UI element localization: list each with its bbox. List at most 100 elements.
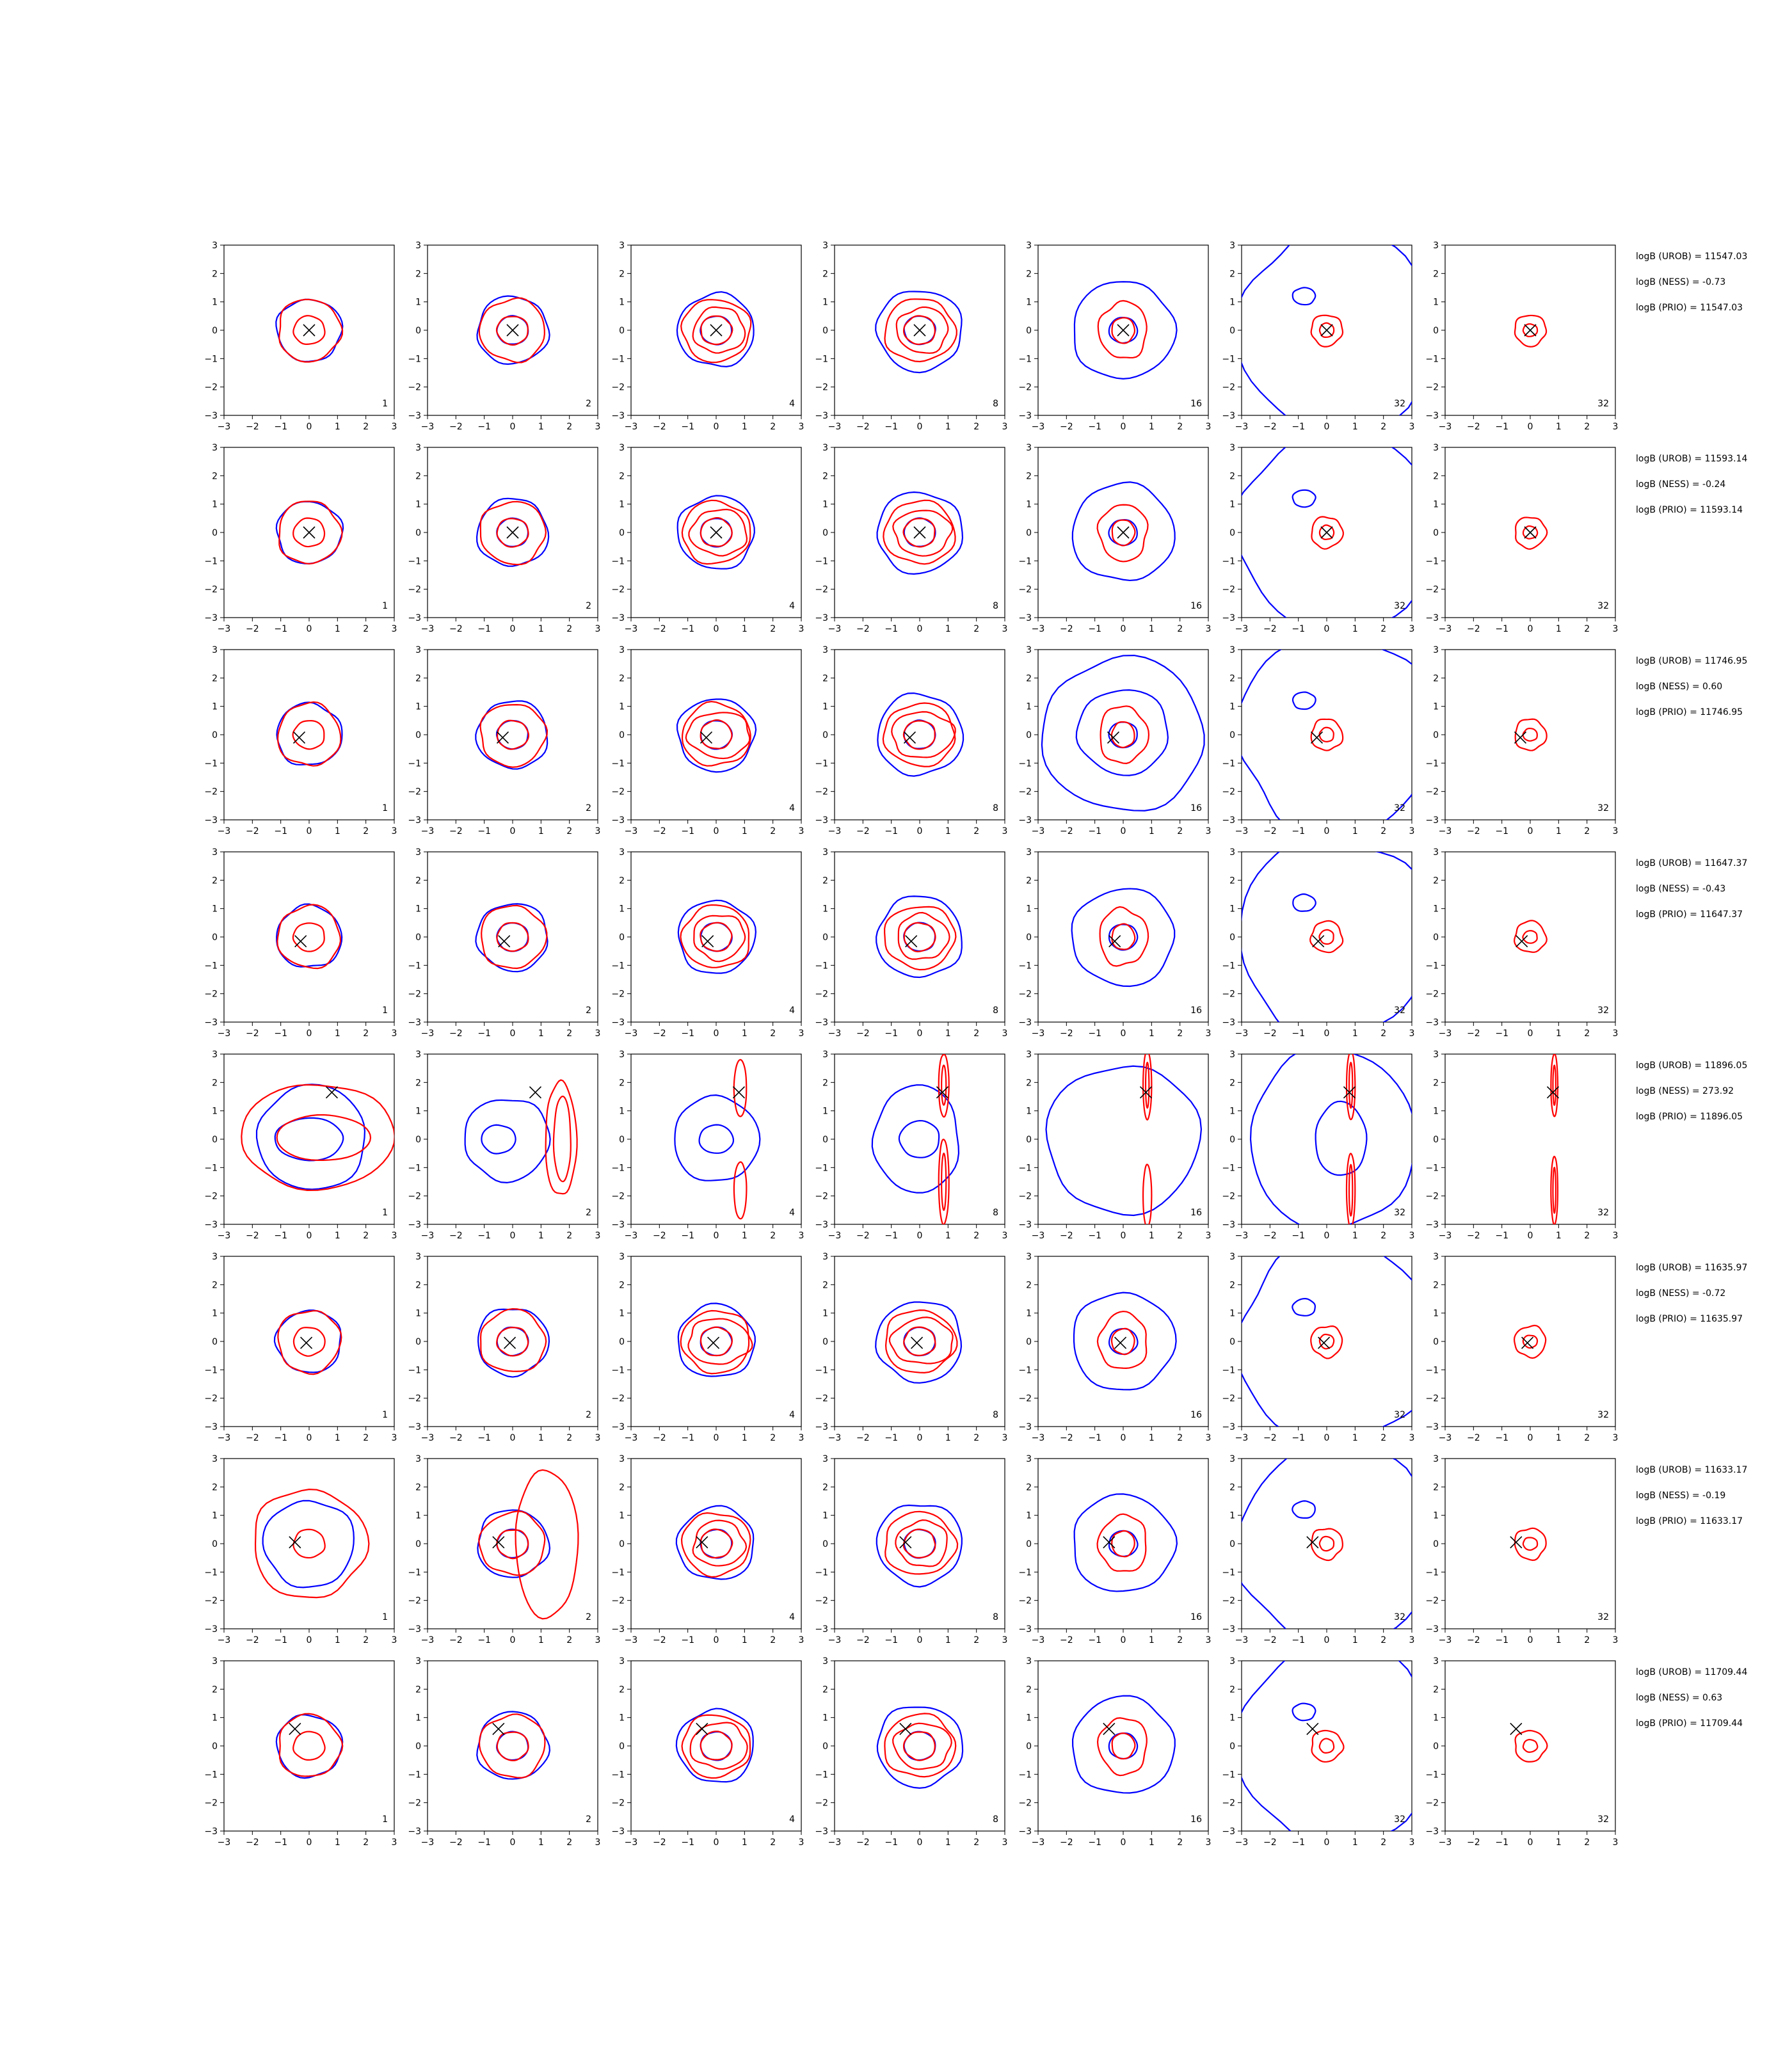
panel-r7-c3: −3 −2 −1 0 1 2 3 −3 −2 −1 0 1 2 3 4 — [611, 1454, 804, 1645]
x-marker — [506, 324, 519, 337]
panel-number-label: 8 — [993, 601, 998, 611]
red-contour — [1550, 1054, 1559, 1117]
x-tick-label: −2 — [1467, 422, 1480, 432]
row-3-logb-prio: logB (PRIO) = 11746.95 — [1636, 707, 1743, 717]
blue-contour — [1073, 281, 1178, 380]
y-tick-label: −2 — [408, 1192, 421, 1202]
x-tick-label: 1 — [335, 1837, 340, 1848]
y-tick-label: 0 — [212, 932, 218, 943]
y-tick-label: 3 — [619, 1656, 625, 1667]
red-contour — [478, 1713, 546, 1779]
y-tick-label: 3 — [1229, 1656, 1235, 1667]
y-tick-label: −3 — [815, 1018, 828, 1028]
panel-r7-c7: −3 −2 −1 0 1 2 3 −3 −2 −1 0 1 2 3 32 — [1425, 1454, 1618, 1645]
red-contour — [902, 720, 936, 750]
panel-number-label: 2 — [586, 803, 591, 813]
x-tick-label: 0 — [917, 1231, 923, 1241]
row-8-logb-urob: logB (UROB) = 11709.44 — [1636, 1667, 1747, 1677]
y-tick-label: 1 — [619, 1713, 625, 1724]
y-tick-label: 2 — [822, 269, 828, 279]
x-tick-label: 2 — [1380, 1231, 1386, 1241]
x-tick-label: 0 — [1121, 1231, 1126, 1241]
x-tick-label: −1 — [1088, 1635, 1101, 1645]
panel-frame — [1241, 1256, 1412, 1427]
red-contour — [700, 516, 733, 547]
y-tick-label: −3 — [1222, 1018, 1235, 1028]
y-tick-label: 0 — [415, 932, 421, 943]
x-tick-label: 0 — [1121, 1433, 1126, 1443]
y-tick-label: 1 — [1229, 500, 1235, 510]
x-tick-label: 3 — [799, 1231, 804, 1241]
x-tick-label: −3 — [1439, 1433, 1452, 1443]
x-tick-label: −1 — [1292, 1028, 1305, 1039]
red-contour — [892, 1722, 952, 1770]
panel-frame — [1037, 851, 1209, 1023]
panel-frame — [1037, 1256, 1209, 1427]
x-tick-label: 0 — [307, 826, 312, 836]
y-tick-label: −3 — [204, 1018, 218, 1028]
y-tick-label: 3 — [1026, 241, 1032, 251]
y-tick-label: 2 — [619, 1482, 625, 1492]
x-marker — [325, 1086, 339, 1099]
panel-r2-c7: −3 −2 −1 0 1 2 3 −3 −2 −1 0 1 2 3 32 — [1425, 443, 1618, 634]
x-tick-label: 0 — [917, 624, 923, 634]
y-tick-label: 0 — [1026, 326, 1032, 336]
blue-contour — [1108, 1530, 1139, 1557]
y-tick-label: −2 — [815, 383, 828, 393]
red-contour — [1111, 1530, 1135, 1558]
y-tick-label: −1 — [815, 1365, 828, 1375]
x-tick-label: 2 — [770, 1028, 776, 1039]
y-tick-label: −3 — [1018, 613, 1032, 623]
y-tick-label: 3 — [822, 241, 828, 251]
y-tick-label: −2 — [408, 1394, 421, 1404]
y-tick-label: 2 — [212, 1078, 218, 1088]
y-tick-label: −2 — [815, 1394, 828, 1404]
row-2-logb-prio: logB (PRIO) = 11593.14 — [1636, 505, 1743, 515]
y-tick-label: −2 — [1222, 1394, 1235, 1404]
x-tick-label: 1 — [1149, 826, 1155, 836]
x-tick-label: 3 — [595, 1028, 601, 1039]
panel-r6-c4: −3 −2 −1 0 1 2 3 −3 −2 −1 0 1 2 3 8 — [815, 1252, 1007, 1443]
red-contour — [292, 720, 325, 750]
y-tick-label: −1 — [408, 1365, 421, 1375]
x-tick-label: 0 — [510, 1231, 516, 1241]
x-tick-label: −3 — [1235, 1028, 1249, 1039]
y-tick-label: −2 — [815, 1192, 828, 1202]
panel-r4-c4: −3 −2 −1 0 1 2 3 −3 −2 −1 0 1 2 3 8 — [815, 847, 1007, 1039]
y-tick-label: −2 — [204, 1394, 218, 1404]
red-contour — [1142, 1164, 1153, 1224]
x-tick-label: 0 — [714, 1028, 719, 1039]
red-contour — [1096, 1513, 1147, 1572]
x-tick-label: 0 — [307, 1635, 312, 1645]
x-tick-label: 0 — [1121, 624, 1126, 634]
y-tick-label: −2 — [1222, 1192, 1235, 1202]
y-tick-label: 3 — [212, 847, 218, 858]
red-contour — [1310, 718, 1344, 751]
blue-contour — [1242, 852, 1412, 1022]
x-tick-label: 1 — [742, 1433, 748, 1443]
y-tick-label: 0 — [822, 1135, 828, 1145]
panel-number-label: 1 — [382, 1410, 388, 1420]
panel-r5-c1: −3 −2 −1 0 1 2 3 −3 −2 −1 0 1 2 3 1 — [204, 1050, 397, 1241]
y-tick-label: 2 — [822, 471, 828, 481]
x-tick-label: 1 — [335, 422, 340, 432]
x-marker — [529, 1086, 542, 1099]
x-tick-label: 1 — [538, 1231, 544, 1241]
red-contour — [1097, 300, 1148, 359]
x-tick-label: −2 — [856, 422, 870, 432]
y-tick-label: 3 — [212, 241, 218, 251]
x-tick-label: 2 — [1584, 826, 1590, 836]
x-marker — [289, 1722, 301, 1735]
x-marker — [1310, 731, 1324, 744]
y-tick-label: −1 — [815, 961, 828, 971]
x-tick-label: −2 — [1263, 422, 1277, 432]
y-tick-label: 3 — [822, 1252, 828, 1262]
y-tick-label: −3 — [815, 1624, 828, 1635]
y-tick-label: 1 — [212, 702, 218, 712]
panel-number-label: 8 — [993, 1005, 998, 1016]
row-8-logb-ness: logB (NESS) = 0.63 — [1636, 1693, 1722, 1703]
red-contour — [479, 704, 548, 768]
row-4-logb-ness: logB (NESS) = -0.43 — [1636, 884, 1725, 894]
blue-contour — [1041, 654, 1205, 812]
